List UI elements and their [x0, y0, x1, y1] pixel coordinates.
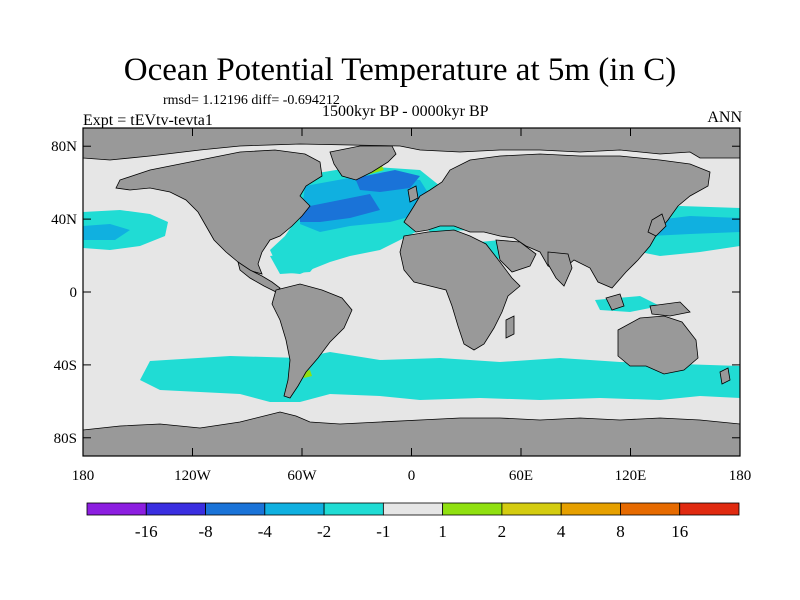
lon-tick-label: 180 [729, 468, 752, 484]
longitude-axis: 180 120W 60W 0 60E 120E 180 [72, 128, 752, 484]
colorbar-swatch [560, 502, 621, 516]
colorbar-swatch [323, 502, 384, 516]
colorbar-swatch [145, 502, 206, 516]
arctic-coast [83, 128, 740, 161]
experiment-label: Expt = tEVtv-tevta1 [83, 112, 213, 129]
statistics-line: rmsd= 1.12196 diff= -0.694212 [163, 93, 340, 108]
arabian-peninsula [495, 239, 537, 273]
africa [399, 229, 521, 351]
south-america [271, 283, 353, 399]
india [547, 251, 573, 287]
land-masses [83, 128, 740, 456]
lon-tick-label: 60E [509, 468, 533, 484]
colorbar-swatch [86, 502, 147, 516]
british-isles [407, 185, 419, 203]
colorbar-label: -2 [317, 522, 331, 541]
colorbar-label: -16 [135, 522, 158, 541]
new-guinea [649, 301, 691, 317]
colorbar-swatch [501, 502, 562, 516]
colorbar-label: 4 [557, 522, 566, 541]
map-title: Ocean Potential Temperature at 5m (in C) [123, 52, 677, 88]
colorbar [86, 502, 740, 516]
colorbar-label: -4 [258, 522, 273, 541]
lat-tick-label: 0 [70, 285, 78, 301]
colorbar-swatch [205, 502, 266, 516]
lon-tick-label: 120E [615, 468, 647, 484]
japan [647, 213, 667, 237]
colorbar-label: 1 [438, 522, 447, 541]
colorbar-label: 8 [616, 522, 625, 541]
antarctica [83, 411, 740, 456]
season-label: ANN [707, 109, 742, 126]
north-atlantic-core [300, 194, 380, 222]
colorbar-swatch [264, 502, 325, 516]
colorbar-label: -1 [376, 522, 390, 541]
lat-tick-label: 40S [54, 358, 77, 374]
lat-tick-label: 80N [51, 139, 77, 155]
north-pacific-core [83, 224, 130, 240]
colorbar-label: 2 [498, 522, 507, 541]
madagascar [505, 315, 515, 339]
lon-tick-label: 120W [174, 468, 212, 484]
labrador-sea-core [355, 170, 420, 192]
colorbar-label: 16 [671, 522, 688, 541]
eurasia [403, 153, 711, 289]
greenland [329, 145, 397, 181]
north-america [115, 149, 323, 275]
new-zealand [719, 367, 731, 385]
lat-tick-label: 40N [51, 212, 77, 228]
lon-tick-label: 60W [287, 468, 317, 484]
colorbar-swatch [679, 502, 740, 516]
period-label: 1500kyr BP - 0000kyr BP [322, 103, 489, 120]
colorbar-swatch [382, 502, 444, 516]
map-panel [83, 128, 740, 456]
lat-tick-label: 80S [54, 431, 77, 447]
colorbar-swatch [442, 502, 503, 516]
colorbar-labels: -16 -8 -4 -2 -1 1 2 4 8 16 [135, 522, 688, 541]
lon-tick-label: 0 [408, 468, 416, 484]
latitude-axis: 80N 40N 0 40S 80S [51, 139, 740, 447]
lon-tick-label: 180 [72, 468, 95, 484]
caribbean-cool-patch [270, 252, 320, 274]
australia [617, 315, 699, 375]
colorbar-label: -8 [198, 522, 212, 541]
colorbar-swatch [620, 502, 681, 516]
borneo [605, 293, 625, 311]
